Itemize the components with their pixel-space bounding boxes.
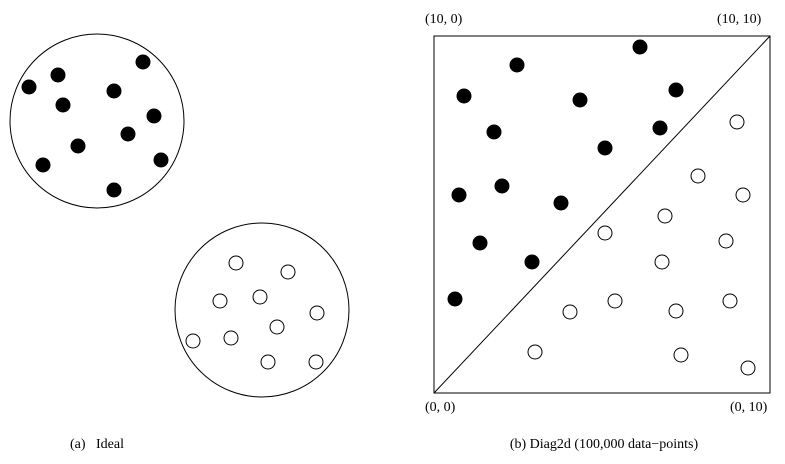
filled-data-point bbox=[652, 120, 668, 136]
hollow-data-point bbox=[690, 168, 706, 184]
panel-b: (10, 0) (10, 10) (0, 0) (0, 10) (b) Diag… bbox=[425, 12, 771, 452]
hollow-data-point bbox=[654, 254, 670, 270]
hollow-data-point bbox=[228, 255, 244, 271]
hollow-data-point bbox=[729, 114, 745, 130]
hollow-data-point bbox=[735, 187, 751, 203]
hollow-data-point bbox=[722, 293, 738, 309]
filled-data-point bbox=[153, 152, 169, 168]
cluster-boundary-filled bbox=[9, 33, 185, 209]
panel-b-points bbox=[447, 39, 756, 376]
hollow-data-point bbox=[673, 347, 689, 363]
filled-data-point bbox=[524, 254, 540, 270]
hollow-data-point bbox=[527, 344, 543, 360]
filled-data-point bbox=[494, 178, 510, 194]
hollow-data-point bbox=[562, 304, 578, 320]
cluster-boundary-hollow bbox=[174, 222, 350, 398]
hollow-data-point bbox=[740, 360, 756, 376]
filled-data-point bbox=[120, 126, 136, 142]
hollow-data-point bbox=[269, 319, 285, 335]
filled-data-point bbox=[553, 195, 569, 211]
filled-data-point bbox=[106, 83, 122, 99]
filled-data-point bbox=[447, 291, 463, 307]
filled-data-point bbox=[146, 108, 162, 124]
filled-data-point bbox=[135, 54, 151, 70]
filled-data-point bbox=[21, 79, 37, 95]
filled-data-point bbox=[70, 138, 86, 154]
hollow-data-point bbox=[607, 293, 623, 309]
panel-a-points bbox=[21, 54, 325, 370]
diagonal-line bbox=[433, 35, 771, 394]
filled-data-point bbox=[597, 140, 613, 156]
hollow-data-point bbox=[252, 289, 268, 305]
filled-data-point bbox=[50, 67, 66, 83]
panel-b-caption: (b) Diag2d (100,000 data−points) bbox=[510, 437, 699, 452]
hollow-data-point bbox=[308, 354, 324, 370]
hollow-data-point bbox=[280, 264, 296, 280]
filled-data-point bbox=[451, 187, 467, 203]
filled-data-point bbox=[509, 57, 525, 73]
corner-label-bottom-left: (0, 0) bbox=[425, 400, 456, 415]
filled-data-point bbox=[572, 92, 588, 108]
filled-data-point bbox=[106, 182, 122, 198]
filled-data-point bbox=[668, 82, 684, 98]
hollow-data-point bbox=[223, 330, 239, 346]
filled-data-point bbox=[472, 235, 488, 251]
filled-data-point bbox=[456, 88, 472, 104]
hollow-data-point bbox=[597, 225, 613, 241]
filled-data-point bbox=[486, 124, 502, 140]
panel-a: (a) Ideal bbox=[9, 33, 350, 452]
filled-data-point bbox=[632, 39, 648, 55]
hollow-data-point bbox=[185, 333, 201, 349]
hollow-data-point bbox=[668, 303, 684, 319]
hollow-data-point bbox=[212, 293, 228, 309]
filled-data-point bbox=[35, 157, 51, 173]
hollow-data-point bbox=[718, 233, 734, 249]
panel-a-caption: (a) Ideal bbox=[70, 437, 124, 452]
filled-data-point bbox=[55, 97, 71, 113]
corner-label-top-left: (10, 0) bbox=[425, 12, 463, 27]
hollow-data-point bbox=[309, 305, 325, 321]
hollow-data-point bbox=[260, 354, 276, 370]
corner-label-top-right: (10, 10) bbox=[717, 12, 762, 27]
diag-square bbox=[433, 35, 771, 394]
hollow-data-point bbox=[657, 208, 673, 224]
corner-label-bottom-right: (0, 10) bbox=[730, 400, 768, 415]
